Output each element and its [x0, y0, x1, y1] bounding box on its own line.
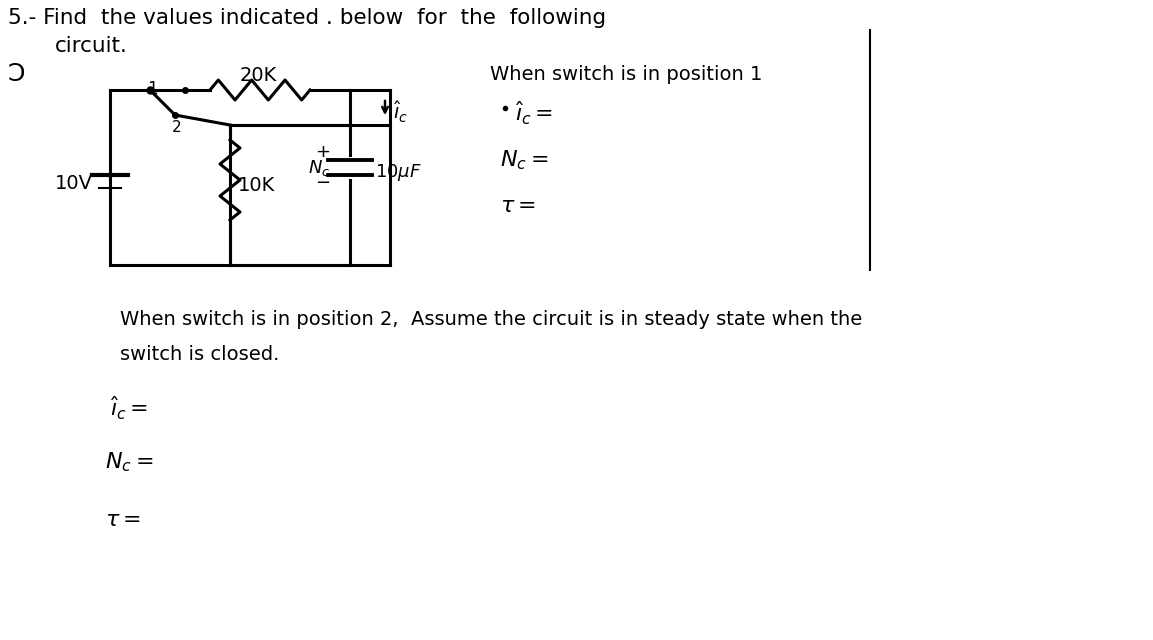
Text: $\hat{\imath}_c=$: $\hat{\imath}_c=$ [515, 100, 553, 127]
Text: 2: 2 [172, 120, 182, 135]
Text: circuit.: circuit. [55, 36, 128, 56]
Text: $10\mu F$: $10\mu F$ [375, 162, 422, 183]
Text: $\hat{\imath}_c=$: $\hat{\imath}_c=$ [110, 395, 148, 422]
Text: 1: 1 [146, 80, 158, 98]
Text: $N_c=$: $N_c=$ [105, 450, 153, 474]
Text: $\tau=$: $\tau=$ [105, 510, 141, 530]
Text: +: + [315, 143, 330, 161]
Text: 10K: 10K [238, 175, 276, 195]
Text: $\tau=$: $\tau=$ [500, 196, 536, 216]
Text: $N_c=$: $N_c=$ [500, 148, 549, 172]
Text: When switch is in position 1: When switch is in position 1 [490, 65, 762, 84]
Text: $\hat{\imath}_c$: $\hat{\imath}_c$ [393, 100, 408, 125]
Text: 5.- Find  the values indicated . below  for  the  following: 5.- Find the values indicated . below fo… [8, 8, 606, 28]
Text: 10V: 10V [55, 173, 93, 193]
Text: −: − [315, 174, 330, 192]
Text: When switch is in position 2,  Assume the circuit is in steady state when the: When switch is in position 2, Assume the… [120, 310, 862, 329]
Text: $N_c$: $N_c$ [308, 157, 330, 177]
Text: 20K: 20K [240, 66, 277, 85]
Text: Ɔ: Ɔ [8, 62, 25, 86]
Text: switch is closed.: switch is closed. [120, 345, 279, 364]
